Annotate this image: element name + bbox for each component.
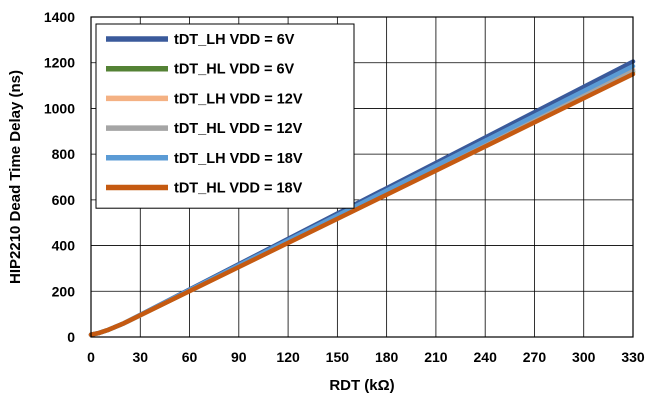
x-tick-label-3: 90 [231,349,247,365]
y-tick-label-4: 800 [52,146,76,162]
x-tick-label-6: 180 [375,349,399,365]
legend-label-4: tDT_LH VDD = 18V [174,151,303,167]
series-lines [88,59,636,337]
x-tick-labels: 0 30 60 90 120 150 180 210 240 270 300 330 [87,349,645,365]
legend-label-0: tDT_LH VDD = 6V [174,32,295,48]
y-tick-label-7: 1400 [44,9,75,25]
x-tick-label-7: 210 [424,349,448,365]
x-tick-label-9: 270 [523,349,547,365]
legend: tDT_LH VDD = 6V tDT_HL VDD = 6V tDT_LH VDD… [95,23,355,209]
series-line-5 [88,71,636,337]
y-axis-title: HIP2210 Dead Time Delay (ns) [7,70,24,284]
y-tick-label-3: 600 [52,192,76,208]
y-tick-labels: 0 200 400 600 800 1000 1200 1400 [44,9,75,345]
y-tick-label-2: 400 [52,238,76,254]
x-tick-label-2: 60 [182,349,198,365]
legend-label-2: tDT_LH VDD = 12V [174,91,303,107]
x-tick-label-0: 0 [87,349,95,365]
x-tick-label-5: 150 [326,349,350,365]
x-tick-label-10: 300 [572,349,596,365]
legend-label-3: tDT_HL VDD = 12V [174,121,303,137]
x-tick-label-11: 330 [621,349,645,365]
x-tick-label-4: 120 [276,349,300,365]
legend-label-5: tDT_HL VDD = 18V [174,181,303,197]
y-tick-label-0: 0 [67,329,75,345]
y-tick-label-1: 200 [52,283,76,299]
x-tick-label-1: 30 [132,349,148,365]
x-axis-title: RDT (kΩ) [329,377,394,394]
legend-label-1: tDT_HL VDD = 6V [174,62,295,78]
x-tick-label-8: 240 [474,349,498,365]
plot-area-border [90,16,634,338]
legend-box [95,23,355,209]
y-tick-label-5: 1000 [44,100,75,116]
y-tick-label-6: 1200 [44,55,75,71]
